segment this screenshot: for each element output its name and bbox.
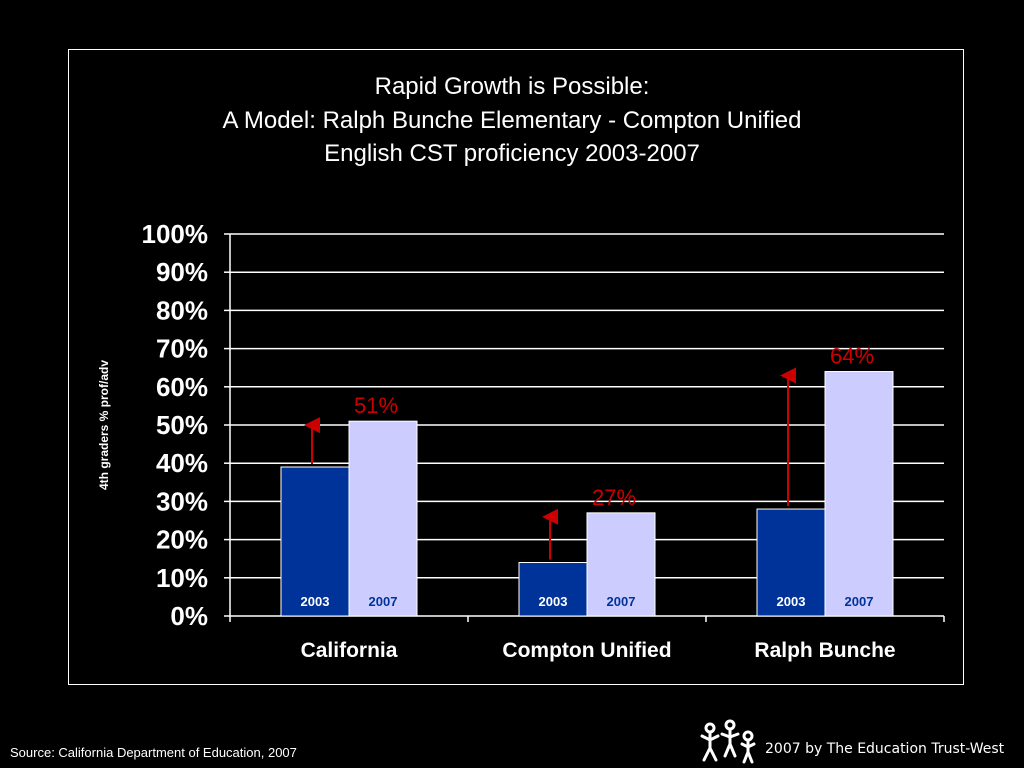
bar-year-label: 2003 bbox=[301, 594, 330, 609]
y-axis-label: 4th graders % prof/adv bbox=[97, 360, 111, 490]
copyright-text: 2007 by The Education Trust-West bbox=[765, 741, 1005, 757]
chart-frame bbox=[68, 49, 964, 685]
bar-year-label: 2007 bbox=[369, 594, 398, 609]
education-trust-logo-icon bbox=[700, 719, 756, 764]
y-tick-label: 70% bbox=[156, 334, 208, 364]
chart-title-line-1: Rapid Growth is Possible: bbox=[374, 73, 650, 100]
chart-title-line-3: English CST proficiency 2003-2007 bbox=[324, 140, 700, 167]
y-tick-label: 100% bbox=[142, 219, 209, 249]
bar-2007-california bbox=[348, 420, 418, 617]
y-tick-label: 90% bbox=[156, 257, 208, 287]
y-tick-label: 0% bbox=[170, 601, 208, 631]
bar-year-label: 2007 bbox=[845, 594, 874, 609]
y-tick-label: 50% bbox=[156, 410, 208, 440]
bar-year-label: 2003 bbox=[539, 594, 568, 609]
category-label: Ralph Bunche bbox=[754, 639, 895, 662]
y-tick-label: 30% bbox=[156, 486, 208, 516]
bar-2007-ralph-bunche bbox=[824, 371, 894, 617]
bar-year-label: 2003 bbox=[777, 594, 806, 609]
bar-2003-california bbox=[280, 466, 350, 617]
value-label: 27% bbox=[592, 485, 636, 510]
value-label: 64% bbox=[830, 344, 874, 369]
y-tick-label: 80% bbox=[156, 295, 208, 325]
category-label: Compton Unified bbox=[502, 639, 671, 662]
bar-2007-compton-unified bbox=[586, 512, 656, 617]
y-tick-label: 60% bbox=[156, 372, 208, 402]
bar-2003-ralph-bunche bbox=[756, 508, 826, 617]
category-label: California bbox=[301, 639, 398, 662]
y-tick-label: 40% bbox=[156, 448, 208, 478]
y-tick-label: 20% bbox=[156, 525, 208, 555]
chart-title-line-2: A Model: Ralph Bunche Elementary - Compt… bbox=[222, 107, 802, 134]
y-tick-label: 10% bbox=[156, 563, 208, 593]
value-label: 51% bbox=[354, 393, 398, 418]
source-note: Source: California Department of Educati… bbox=[10, 745, 297, 760]
bar-2003-compton-unified bbox=[518, 562, 588, 617]
bar-year-label: 2007 bbox=[607, 594, 636, 609]
